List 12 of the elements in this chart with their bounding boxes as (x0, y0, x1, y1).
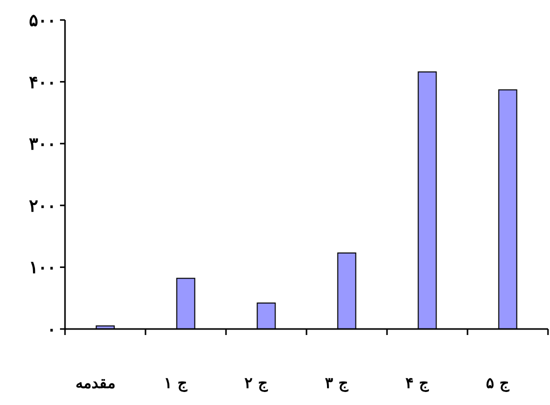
y-tick-label: ۵۰۰ (29, 11, 56, 31)
x-tick-label: مقدمه (75, 374, 116, 392)
x-tick-label: ج ۴ (406, 374, 429, 392)
x-tick-label: ج ۲ (244, 374, 268, 392)
x-tick-label: ج ۱ (164, 374, 188, 392)
x-tick-label: ج ۵ (486, 374, 510, 392)
y-tick-label: ۴۰۰ (29, 72, 56, 93)
y-tick-label: ۰ (47, 320, 56, 340)
y-tick-label: ۱۰۰ (29, 258, 56, 278)
y-tick-label: ۳۰۰ (29, 134, 56, 155)
y-tick-label: ۲۰۰ (29, 196, 56, 216)
x-tick-label: ج ۳ (325, 374, 348, 392)
